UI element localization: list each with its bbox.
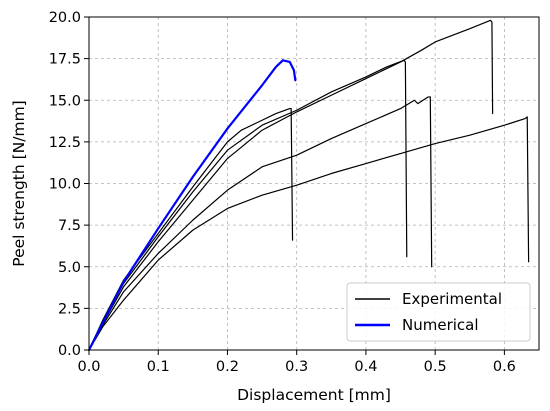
legend-label-experimental: Experimental <box>402 290 502 308</box>
x-tick-label: 0.2 <box>216 359 239 375</box>
x-axis: 0.0 0.1 0.2 0.3 0.4 0.5 0.6 <box>77 350 516 375</box>
y-tick-label: 12.5 <box>49 135 81 151</box>
x-tick-label: 0.0 <box>77 359 100 375</box>
y-axis: 0.0 2.5 5.0 7.5 10.0 12.5 15.0 17.5 20.0 <box>49 10 89 359</box>
y-tick-label: 10.0 <box>49 177 81 193</box>
experimental-series-line-4 <box>88 96 433 351</box>
y-axis-label: Peel strength [N/mm] <box>10 100 28 266</box>
x-tick-label: 0.4 <box>354 359 377 375</box>
y-tick-label: 20.0 <box>49 10 81 26</box>
y-tick-label: 15.0 <box>49 93 81 109</box>
experimental-series-line-1 <box>88 107 294 351</box>
legend-box <box>346 282 531 342</box>
legend-label-numerical: Numerical <box>402 316 479 334</box>
x-tick-label: 0.3 <box>285 359 308 375</box>
experimental-series-line-3 <box>88 19 494 351</box>
y-tick-label: 7.5 <box>58 218 81 234</box>
y-tick-label: 0.0 <box>58 343 81 359</box>
legend: Experimental Numerical <box>346 282 531 342</box>
x-tick-label: 0.5 <box>424 359 447 375</box>
y-tick-label: 2.5 <box>58 301 81 317</box>
experimental-series-line-5 <box>88 116 530 351</box>
x-tick-label: 0.6 <box>493 359 516 375</box>
y-tick-label: 5.0 <box>58 260 81 276</box>
x-tick-label: 0.1 <box>147 359 170 375</box>
numerical-series-line <box>87 59 297 352</box>
series-group <box>87 19 530 352</box>
y-tick-label: 17.5 <box>49 52 81 68</box>
x-axis-label: Displacement [mm] <box>237 386 391 404</box>
